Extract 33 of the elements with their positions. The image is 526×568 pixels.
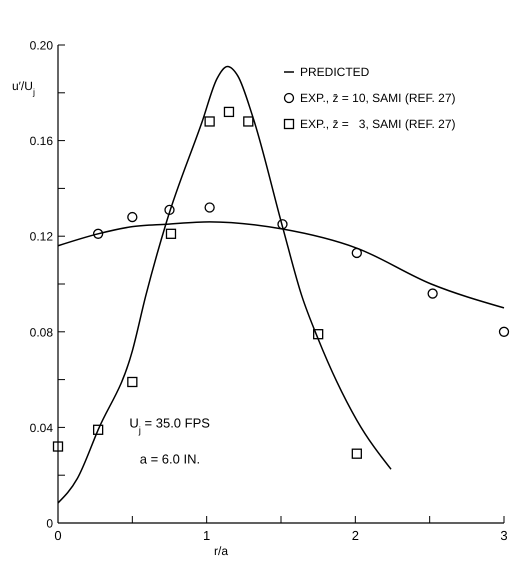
point xyxy=(498,326,510,337)
y-tick-label: 0.12 xyxy=(30,230,54,244)
legend-label: EXP., z̄ = 10, SAMI (REF. 27) xyxy=(300,91,456,105)
point xyxy=(352,448,362,459)
x-tick-label: 3 xyxy=(500,528,508,543)
point xyxy=(52,441,64,452)
point xyxy=(166,228,176,239)
legend-label: EXP., z̄ = 3, SAMI (REF. 27) xyxy=(300,117,456,131)
point xyxy=(313,329,324,340)
y-tick-label: 0 xyxy=(46,516,54,530)
x-tick-label: 2 xyxy=(352,528,359,543)
y-tick-label: 0.04 xyxy=(30,420,54,435)
annotation: a = 6.0 IN. xyxy=(140,451,200,466)
point xyxy=(224,106,234,118)
y-tick-label: 0.08 xyxy=(30,325,54,340)
point xyxy=(352,248,362,258)
point xyxy=(427,288,438,299)
x-axis-title: r/a xyxy=(214,544,228,558)
y-tick-label: 0.20 xyxy=(30,38,54,52)
legend-label: PREDICTED xyxy=(300,65,370,79)
x-tick-label: 1 xyxy=(203,528,210,543)
point xyxy=(92,424,104,435)
point xyxy=(277,219,288,230)
point xyxy=(204,116,215,127)
point xyxy=(127,376,138,388)
point xyxy=(243,116,254,127)
point xyxy=(92,228,104,239)
annotation: U$_{j}$ = 35.0 FPS xyxy=(129,415,210,436)
y-axis-title: u′/U$_{j}$ xyxy=(12,79,35,97)
y-tick-label: 0.16 xyxy=(30,134,54,148)
point xyxy=(164,204,175,216)
point xyxy=(127,212,138,222)
point xyxy=(204,202,215,213)
